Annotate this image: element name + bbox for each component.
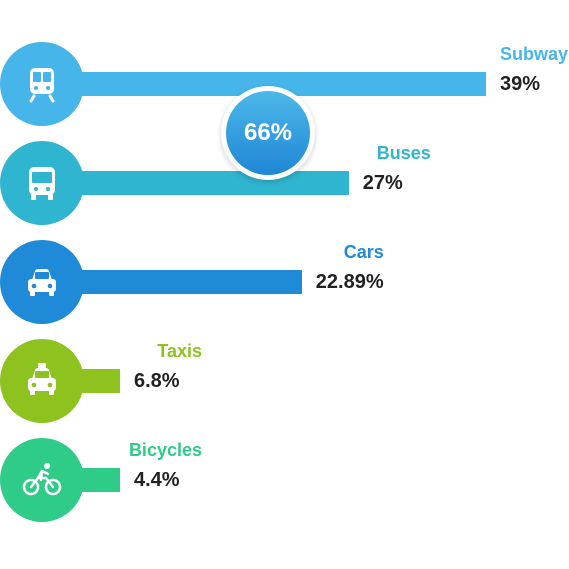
combined-share-badge: 66% (221, 86, 315, 180)
bicycle-icon (0, 438, 84, 522)
row-cars: Cars 22.89% (0, 240, 569, 324)
category-label-subway: Subway (499, 44, 568, 64)
value-label-bicycles: 4.4% (134, 469, 180, 491)
category-label-bicycles: Bicycles (128, 440, 202, 460)
value-label-subway: 39% (500, 73, 541, 95)
taxi-icon (0, 339, 84, 423)
bar-buses (40, 171, 349, 195)
row-taxis: Taxis 6.8% (0, 339, 569, 423)
subway-icon (0, 42, 84, 126)
bus-icon (0, 141, 84, 225)
car-icon (0, 240, 84, 324)
row-subway: Subway 39% (0, 42, 569, 126)
combined-share-value: 66% (226, 91, 310, 175)
value-label-buses: 27% (362, 172, 403, 194)
category-label-cars: Cars (343, 242, 384, 262)
category-label-taxis: Taxis (157, 341, 202, 361)
category-label-buses: Buses (376, 143, 431, 163)
row-bicycles: Bicycles 4.4% (0, 438, 569, 522)
value-label-taxis: 6.8% (134, 370, 180, 392)
value-label-cars: 22.89% (315, 271, 384, 293)
row-buses: Buses 27% (0, 141, 569, 225)
